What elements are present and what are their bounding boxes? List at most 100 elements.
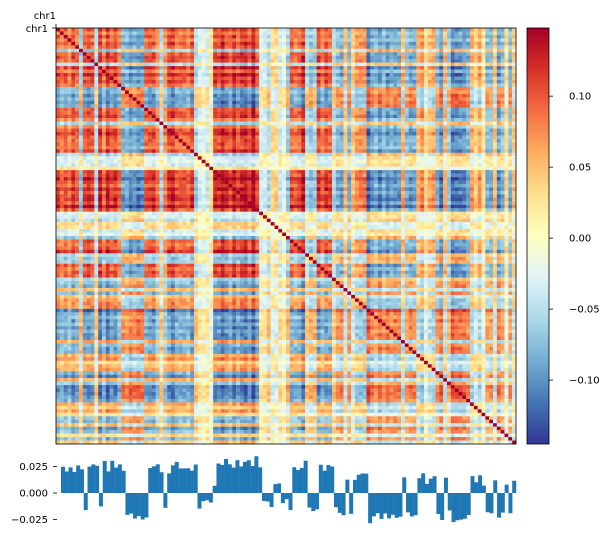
heatmap-cell	[389, 66, 394, 70]
heatmap-cell	[282, 28, 287, 32]
heatmap-cell	[86, 125, 91, 129]
heatmap-cell	[450, 149, 455, 153]
heatmap-cell	[462, 28, 467, 32]
heatmap-cell	[508, 59, 513, 63]
heatmap-cell	[128, 93, 133, 98]
heatmap-cell	[220, 138, 225, 143]
heatmap-cell	[443, 76, 448, 81]
heatmap-cell	[255, 28, 260, 32]
heatmap-cell	[232, 149, 237, 153]
heatmap-cell	[105, 83, 110, 88]
heatmap-cell	[136, 34, 141, 39]
heatmap-cell	[293, 97, 298, 101]
heatmap-cell	[274, 97, 279, 101]
heatmap-cell	[473, 118, 478, 122]
heatmap-cell	[117, 149, 122, 153]
heatmap-cell	[508, 142, 513, 147]
heatmap-cell	[370, 90, 375, 95]
heatmap-cell	[332, 152, 336, 157]
heatmap-cell	[489, 149, 494, 153]
heatmap-cell	[477, 100, 482, 105]
heatmap-cell	[79, 100, 83, 105]
heatmap-cell	[293, 34, 298, 39]
heatmap-cell	[435, 149, 440, 153]
heatmap-cell	[236, 149, 241, 153]
heatmap-cell	[194, 100, 198, 105]
heatmap-cell	[370, 125, 375, 129]
heatmap-cell	[90, 107, 95, 112]
heatmap-cell	[439, 118, 444, 122]
heatmap-cell	[125, 90, 129, 95]
heatmap-cell	[328, 111, 333, 115]
heatmap-cell	[228, 28, 233, 32]
heatmap-cell	[94, 59, 99, 63]
heatmap-cell	[401, 83, 405, 88]
heatmap-cell	[144, 132, 149, 136]
heatmap-cell	[151, 163, 156, 167]
heatmap-cell	[259, 111, 264, 115]
heatmap-cell	[305, 41, 310, 46]
heatmap-cell	[301, 159, 306, 164]
heatmap-cell	[255, 76, 260, 81]
heatmap-cell	[263, 159, 267, 164]
heatmap-cell	[324, 62, 329, 67]
heatmap-cell	[266, 66, 271, 70]
heatmap-cell	[385, 152, 390, 157]
heatmap-cell	[98, 48, 103, 53]
heatmap-cell	[366, 149, 371, 153]
heatmap-cell	[232, 52, 237, 56]
heatmap-cell	[232, 156, 237, 160]
heatmap-cell	[213, 52, 218, 56]
heatmap-cell	[75, 90, 80, 95]
heatmap-cell	[301, 76, 306, 81]
heatmap-cell	[312, 152, 317, 157]
heatmap-cell	[408, 76, 413, 81]
heatmap-cell	[251, 152, 256, 157]
heatmap-cell	[351, 107, 356, 112]
heatmap-cell	[477, 93, 482, 98]
heatmap-cell	[335, 69, 340, 74]
heatmap-cell	[370, 48, 375, 53]
heatmap-cell	[243, 83, 248, 88]
heatmap-cell	[59, 93, 64, 98]
heatmap-cell	[144, 90, 149, 95]
heatmap-cell	[366, 80, 371, 84]
heatmap-cell	[67, 166, 72, 171]
heatmap-cell	[190, 118, 195, 122]
heatmap-cell	[309, 73, 313, 77]
heatmap-cell	[220, 118, 225, 122]
heatmap-cell	[443, 125, 448, 129]
heatmap-cell	[289, 45, 294, 49]
heatmap-cell	[205, 107, 210, 112]
heatmap-cell	[121, 45, 126, 49]
heatmap-cell	[301, 118, 306, 122]
heatmap-cell	[385, 156, 390, 160]
heatmap-cell	[408, 159, 413, 164]
heatmap-cell	[466, 114, 471, 119]
heatmap-cell	[404, 66, 409, 70]
heatmap-cell	[182, 73, 187, 77]
heatmap-cell	[278, 73, 283, 77]
heatmap-cell	[98, 170, 103, 174]
heatmap-cell	[370, 76, 375, 81]
heatmap-cell	[347, 55, 352, 60]
heatmap-cell	[270, 152, 275, 157]
heatmap-cell	[209, 45, 214, 49]
heatmap-cell	[240, 90, 244, 95]
heatmap-cell	[109, 156, 114, 160]
heatmap-cell	[182, 80, 187, 84]
heatmap-cell	[140, 132, 145, 136]
heatmap-cell	[500, 80, 505, 84]
heatmap-cell	[182, 83, 187, 88]
heatmap-cell	[259, 80, 264, 84]
heatmap-cell	[508, 104, 513, 108]
heatmap-cell	[412, 104, 417, 108]
heatmap-cell	[381, 152, 386, 157]
heatmap-cell	[309, 76, 313, 81]
heatmap-cell	[98, 41, 103, 46]
heatmap-cell	[171, 31, 175, 36]
heatmap-cell	[470, 145, 474, 150]
heatmap-cell	[358, 59, 363, 63]
heatmap-cell	[201, 80, 206, 84]
heatmap-cell	[481, 166, 486, 171]
